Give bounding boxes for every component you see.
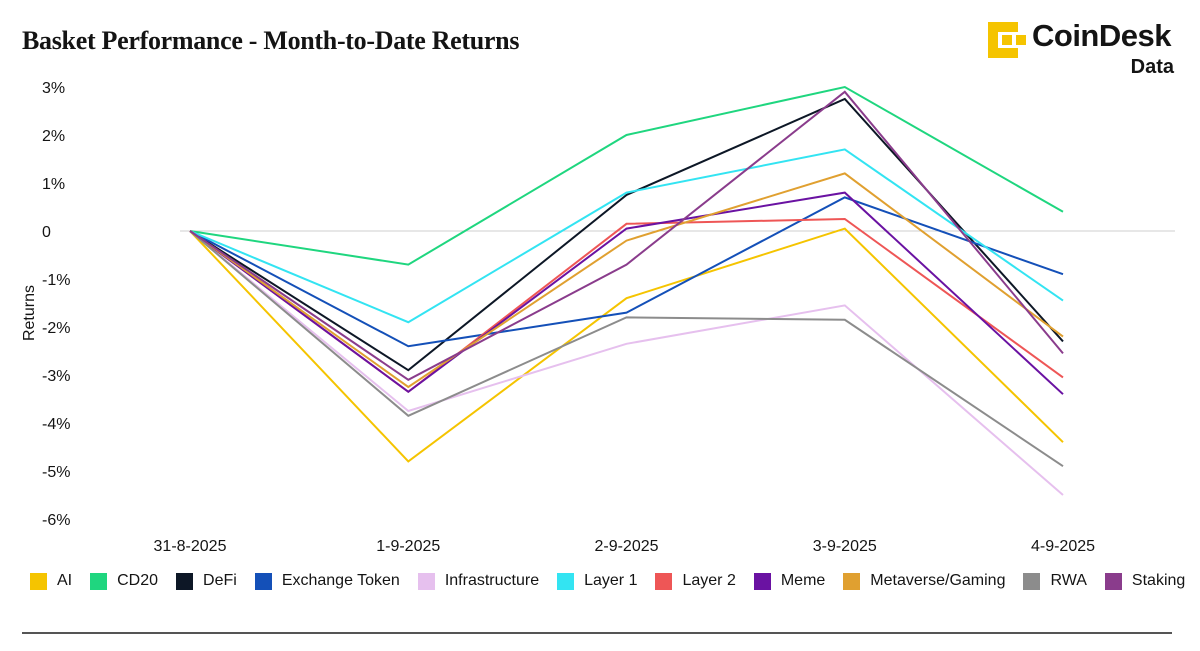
y-tick-label: -5% xyxy=(42,464,70,481)
legend-swatch xyxy=(1023,572,1041,590)
legend-item-staking: Staking xyxy=(1104,572,1186,590)
chart-legend: AI CD20 DeFi Exchange Token Infrastructure La… xyxy=(30,572,1200,590)
coindesk-mark-icon xyxy=(988,22,1026,58)
chart-title: Basket Performance - Month-to-Date Retur… xyxy=(22,26,520,55)
legend-swatch xyxy=(176,572,194,590)
series-line-infrastructure xyxy=(189,230,1064,496)
legend-item-cd20: CD20 xyxy=(90,572,158,590)
legend-label: Exchange Token xyxy=(281,572,400,589)
legend-item-ai: AI xyxy=(30,572,72,590)
x-tick-label: 2-9-2025 xyxy=(594,538,658,555)
logo-brand-text: CoinDesk xyxy=(1032,18,1171,53)
legend-item-meme: Meme xyxy=(753,572,826,590)
series-line-cd20 xyxy=(189,85,1064,266)
legend-label: CD20 xyxy=(117,572,159,589)
line-chart: Returns 3% 2% 1% 0 -1% -2% -3% -4% -5% -6% 31-8-202… xyxy=(21,80,1175,555)
legend-label: Layer 1 xyxy=(584,572,638,589)
y-tick-label: 2% xyxy=(42,128,65,145)
legend-swatch xyxy=(557,572,575,590)
y-tick-label: -2% xyxy=(42,320,70,337)
y-tick-label: -4% xyxy=(42,416,70,433)
legend-label: DeFi xyxy=(203,572,237,589)
coindesk-logo: CoinDesk Data xyxy=(988,18,1188,80)
legend-label: Layer 2 xyxy=(682,572,736,589)
legend-label: Infrastructure xyxy=(444,572,540,589)
x-tick-label: 1-9-2025 xyxy=(376,538,440,555)
y-tick-label: 3% xyxy=(42,80,65,97)
y-tick-label: -1% xyxy=(42,272,70,289)
legend-label: Staking xyxy=(1131,572,1186,589)
legend-swatch xyxy=(843,572,861,590)
legend-item-defi: DeFi xyxy=(176,572,237,590)
legend-item-layer-2: Layer 2 xyxy=(655,572,736,590)
logo-sub-text: Data xyxy=(1130,56,1174,78)
series-line-layer-2 xyxy=(189,217,1064,394)
legend-item-layer-1: Layer 1 xyxy=(557,572,637,590)
legend-swatch xyxy=(1104,572,1122,590)
series-line-staking xyxy=(189,90,1064,381)
series-line-meme xyxy=(189,191,1064,395)
legend-label: RWA xyxy=(1050,572,1087,589)
series-line-layer-1 xyxy=(189,148,1064,324)
legend-swatch xyxy=(254,572,272,590)
legend-swatch xyxy=(417,572,435,590)
legend-label: Metaverse/Gaming xyxy=(870,572,1006,589)
series-line-ai xyxy=(189,227,1064,463)
legend-swatch xyxy=(30,572,47,590)
legend-label: AI xyxy=(57,572,73,589)
legend-item-metaverse-gaming: Metaverse/Gaming xyxy=(843,572,1005,590)
legend-item-rwa: RWA xyxy=(1023,572,1087,590)
x-tick-label: 4-9-2025 xyxy=(1031,538,1095,555)
legend-swatch xyxy=(655,572,673,590)
legend-item-exchange-token: Exchange Token xyxy=(254,572,400,590)
bottom-divider xyxy=(22,632,1172,634)
y-axis-label: Returns xyxy=(21,285,38,341)
legend-swatch xyxy=(90,572,108,590)
legend-label: Meme xyxy=(780,572,826,589)
x-tick-label: 3-9-2025 xyxy=(813,538,877,555)
y-tick-label: 1% xyxy=(42,176,65,193)
y-tick-label: -3% xyxy=(42,368,70,385)
legend-item-infrastructure: Infrastructure xyxy=(417,572,540,590)
x-tick-label: 31-8-2025 xyxy=(154,538,227,555)
series-line-metaverse-gaming xyxy=(189,172,1064,389)
legend-swatch xyxy=(753,572,771,590)
y-tick-label: -6% xyxy=(42,512,70,529)
series-line-exchange-token xyxy=(189,196,1064,348)
series-line-defi xyxy=(189,97,1064,372)
y-tick-label: 0 xyxy=(42,224,51,241)
series-line-rwa xyxy=(189,230,1064,468)
